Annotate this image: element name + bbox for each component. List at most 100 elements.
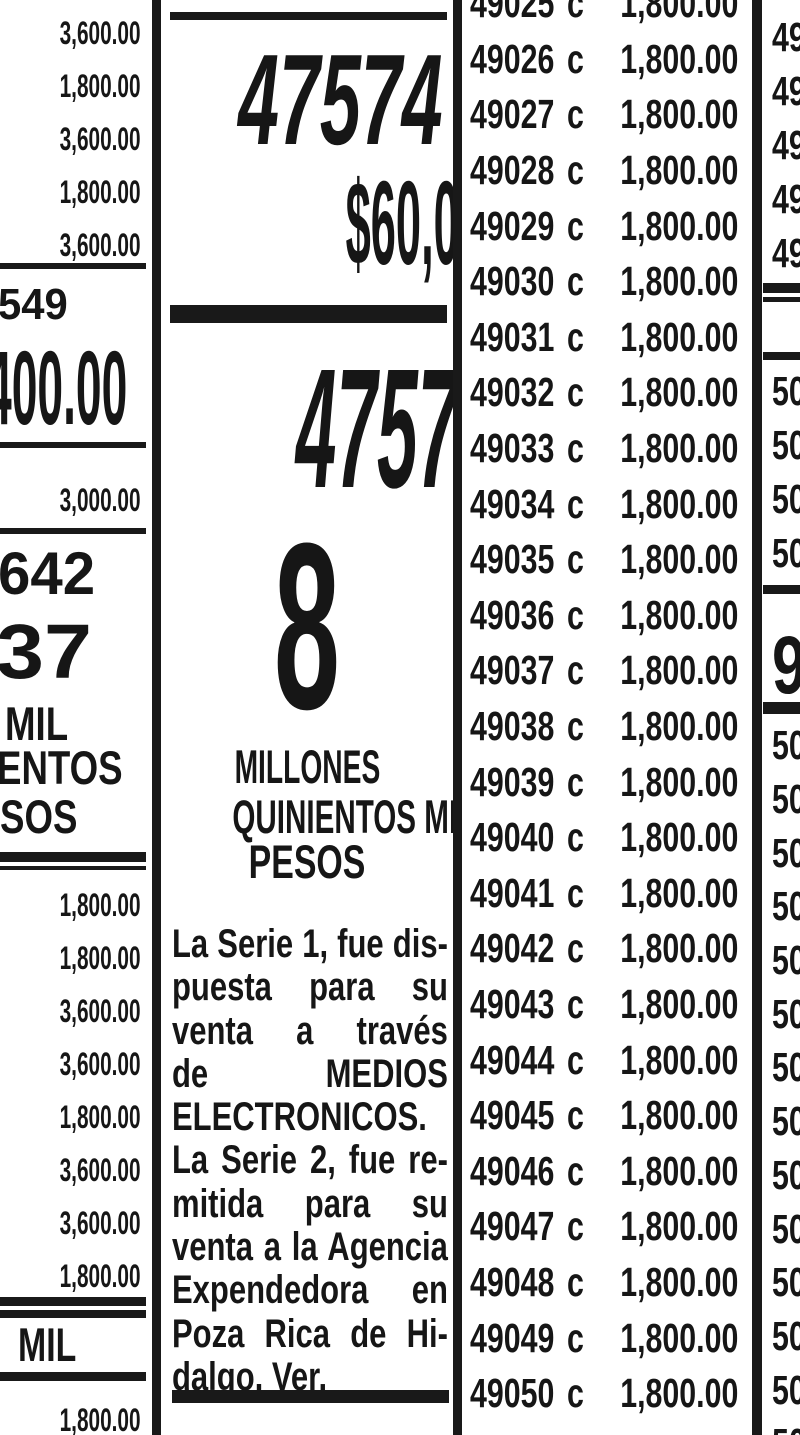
prize-amount: 3,600.00: [60, 1152, 141, 1188]
prize-amount: 1,800.00: [620, 480, 739, 527]
prize-words-fragment: ENTOS: [0, 741, 123, 794]
result-row: 49032 c 1,800.00: [462, 365, 752, 421]
result-row: 49040 c 1,800.00: [462, 810, 752, 866]
result-row-fragment: 49: [762, 226, 800, 280]
prize-amount: 1,800.00: [620, 1258, 739, 1305]
winning-number-fragment: 642: [0, 540, 96, 607]
result-row: 49042 c 1,800.00: [462, 921, 752, 977]
prize-amount: 1,800.00: [620, 1203, 739, 1250]
prize-words-line: QUINIENTOS MIL: [232, 790, 453, 843]
result-row: 49044 c 1,800.00: [462, 1032, 752, 1088]
result-row-fragment: 50: [762, 1041, 800, 1095]
series-letter: c: [566, 591, 584, 638]
prize-amount: 1,800.00: [620, 591, 739, 638]
ticket-number: 49045: [470, 1092, 555, 1139]
ticket-number: 49029: [470, 202, 555, 249]
result-row: 49027 c 1,800.00: [462, 87, 752, 143]
prize-amount: 1,800.00: [60, 887, 141, 923]
result-row-fragment: 49: [762, 10, 800, 64]
ticket-number-fragment: 50: [772, 1312, 800, 1359]
divider: [0, 1297, 146, 1306]
right-results-column: 49 49 49 49 49 50 50 50 50 9 50 50: [762, 0, 800, 1435]
series-letter: c: [566, 1092, 584, 1139]
prize-words-line: MILLONES: [234, 740, 380, 793]
result-row: 49039 c 1,800.00: [462, 754, 752, 810]
divider: [170, 305, 447, 323]
prize-amount: 3,600.00: [60, 227, 141, 263]
prize-amount: 1,800.00: [60, 68, 141, 104]
prize-amount-row: 3,600.00: [0, 985, 152, 1038]
divider: [763, 297, 800, 302]
series-letter: c: [566, 1147, 584, 1194]
winning-number-fragment: 37: [0, 609, 92, 695]
prize-amount: 1,800.00: [620, 869, 739, 916]
result-row: 49050 c 1,800.00: [462, 1366, 752, 1422]
prize-amount: 3,600.00: [60, 1046, 141, 1082]
prize-amount: 3,600.00: [60, 1205, 141, 1241]
ticket-number: 49028: [470, 147, 555, 194]
prize-amount-list-top: 3,600.00 1,800.00 3,600.00 1,800.00 3,60…: [0, 7, 152, 272]
prize-amount: 1,800.00: [60, 1258, 141, 1294]
ticket-number-fragment: 50: [772, 722, 800, 769]
series-letter: c: [566, 869, 584, 916]
result-row: 49033 c 1,800.00: [462, 421, 752, 477]
ticket-number: 49046: [470, 1147, 555, 1194]
series-letter: c: [566, 647, 584, 694]
series-letter: c: [566, 369, 584, 416]
result-row-fragment: 50: [762, 987, 800, 1041]
sales-note: La Serie 1, fue dis-puesta para su venta …: [172, 922, 448, 1399]
ticket-number-fragment: 50: [772, 1151, 800, 1198]
result-row-fragment: 50: [762, 773, 800, 827]
result-row-fragment: 50: [762, 826, 800, 880]
ticket-number-fragment: 50: [772, 1205, 800, 1252]
ticket-number-fragment: 50: [772, 1044, 800, 1091]
prize-amount-row: 3,600.00: [0, 113, 152, 166]
prize-amount: 3,000.00: [60, 482, 141, 518]
sales-note-line: mitida para su: [172, 1181, 448, 1226]
series-letter: c: [566, 925, 584, 972]
column-divider: [752, 0, 762, 1435]
result-row-fragment: 50: [762, 880, 800, 934]
prize-amount: 1,800.00: [620, 703, 739, 750]
result-row: 49031 c 1,800.00: [462, 310, 752, 366]
prize-words-fragment: SOS: [0, 790, 78, 843]
ticket-number: 49037: [470, 647, 555, 694]
prize-amount: 1,800.00: [620, 202, 739, 249]
prize-amount: 1,800.00: [620, 1036, 739, 1083]
ticket-number-fragment: 50: [772, 422, 800, 469]
prize-amount: 1,800.00: [60, 1099, 141, 1135]
prize-amount: 1,800.00: [620, 980, 739, 1027]
prize-amount-row: 1,800.00: [0, 1091, 152, 1144]
prize-words-line: PESOS: [248, 835, 366, 888]
ticket-number: 49049: [470, 1314, 555, 1361]
winning-prize-fragment: 400.00: [0, 330, 128, 447]
winning-number-fragment: 9: [772, 625, 800, 707]
ticket-number-fragment: 49: [772, 13, 800, 60]
divider: [0, 1372, 146, 1381]
prize-amount: 1,800.00: [620, 425, 739, 472]
result-row-fragment: 50: [762, 1310, 800, 1364]
result-row-fragment: 50: [762, 473, 800, 527]
series-letter: c: [566, 703, 584, 750]
ticket-number: 49050: [470, 1370, 555, 1417]
winning-prize: $60,000.00: [345, 157, 453, 290]
ticket-number: 49048: [470, 1258, 555, 1305]
ticket-number-fragment: 49: [772, 229, 800, 276]
result-row: 49036 c 1,800.00: [462, 588, 752, 644]
result-row: 49045 c 1,800.00: [462, 1088, 752, 1144]
prize-amount: 1,800.00: [620, 1370, 739, 1417]
result-row: 49035 c 1,800.00: [462, 532, 752, 588]
ticket-number-fragment: 49: [772, 175, 800, 222]
prize-amount-digit: 8: [274, 494, 340, 759]
result-row-fragment: 50: [762, 365, 800, 419]
prize-amount: 1,800.00: [620, 1147, 739, 1194]
prize-amount: 1,800.00: [620, 1092, 739, 1139]
result-row: 49041 c 1,800.00: [462, 866, 752, 922]
winning-number-main: 47575: [295, 334, 453, 524]
result-row: 49046 c 1,800.00: [462, 1143, 752, 1199]
series-letter: c: [566, 202, 584, 249]
prize-amount: 1,800.00: [620, 1314, 739, 1361]
ticket-number: 49038: [470, 703, 555, 750]
sales-note-line: Expendedora en: [172, 1268, 448, 1313]
